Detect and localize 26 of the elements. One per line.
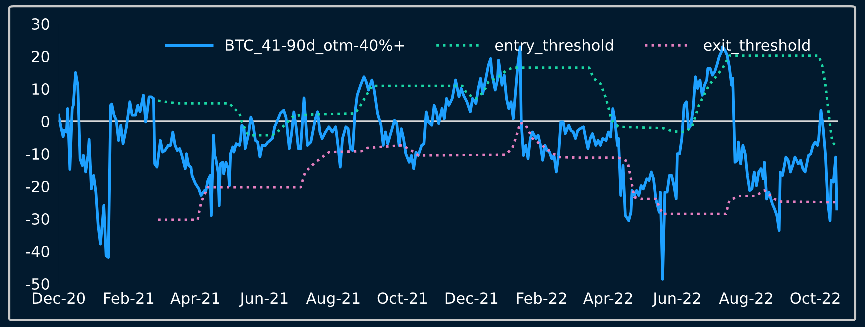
legend-label: BTC_41-90d_otm-40%+ — [226, 39, 404, 55]
y-tick-label: 0 — [42, 116, 50, 128]
x-tick-label: Oct-21 — [378, 292, 427, 304]
x-tick-label: Oct-22 — [790, 292, 840, 304]
y-tick-label: 20 — [32, 50, 50, 63]
x-tick-label: Aug-21 — [306, 292, 360, 308]
x-tick-label: Jun-21 — [239, 292, 288, 307]
y-tick-label: 10 — [32, 83, 50, 96]
x-tick-label: Feb-22 — [517, 292, 566, 304]
legend-label: entry_threshold — [495, 39, 614, 55]
x-tick-label: Dec-20 — [33, 292, 86, 304]
line-series — [157, 54, 838, 148]
legend-label: exit_threshold — [704, 39, 810, 55]
y-tick-label: -30 — [26, 213, 50, 226]
y-tick-label: -50 — [26, 278, 50, 290]
y-tick-label: -20 — [26, 180, 50, 193]
x-tick-label: Feb-21 — [104, 292, 154, 304]
x-tick-label: Apr-22 — [583, 292, 632, 308]
x-tick-label: Jun-22 — [652, 292, 700, 307]
x-tick-label: Aug-22 — [719, 292, 772, 308]
x-tick-label: Apr-21 — [170, 292, 220, 308]
y-tick-label: -10 — [26, 148, 50, 160]
y-tick-label: -40 — [26, 246, 50, 258]
x-tick-label: Dec-21 — [446, 292, 498, 304]
y-tick-label: 30 — [32, 18, 50, 30]
line-series — [157, 122, 838, 222]
